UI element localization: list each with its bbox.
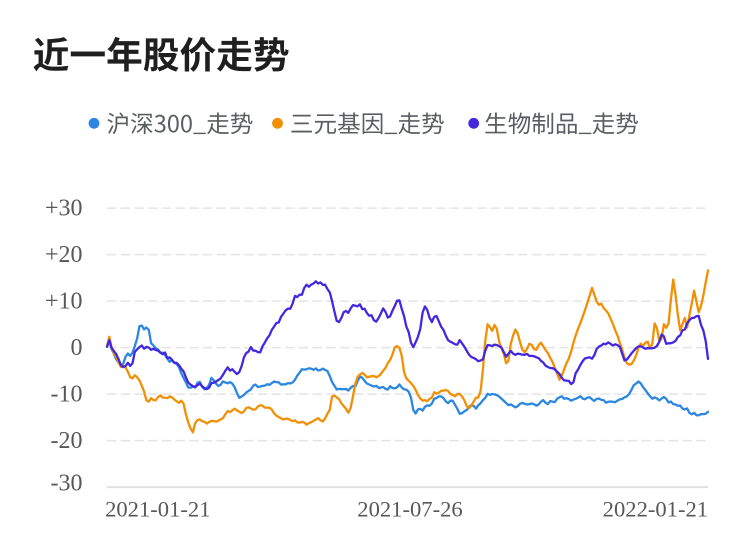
svg-text:-20: -20 [51, 428, 83, 454]
svg-text:2021-07-26: 2021-07-26 [357, 497, 462, 522]
svg-text:0: 0 [71, 335, 83, 361]
svg-text:2021-01-21: 2021-01-21 [105, 497, 210, 522]
svg-text:+20: +20 [45, 242, 83, 268]
svg-text:-10: -10 [51, 382, 83, 408]
svg-text:2022-01-21: 2022-01-21 [603, 497, 708, 522]
svg-text:-30: -30 [51, 470, 83, 496]
svg-text:+10: +10 [45, 289, 83, 315]
svg-text:+30: +30 [45, 196, 83, 222]
